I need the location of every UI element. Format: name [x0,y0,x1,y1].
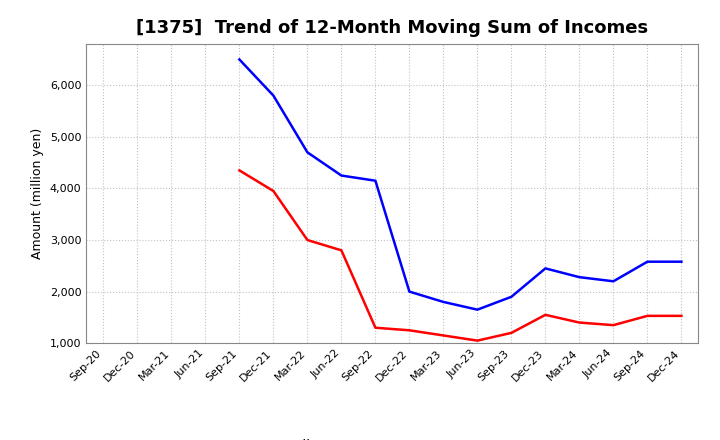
Net Income [507,330,516,336]
Ordinary Income [303,150,312,155]
Ordinary Income [473,307,482,312]
Net Income [677,313,685,319]
Ordinary Income [575,275,584,280]
Ordinary Income [643,259,652,264]
Ordinary Income [337,173,346,178]
Net Income [371,325,379,330]
Legend: Ordinary Income, Net Income: Ordinary Income, Net Income [230,434,555,440]
Y-axis label: Amount (million yen): Amount (million yen) [32,128,45,259]
Ordinary Income [507,294,516,299]
Line: Ordinary Income: Ordinary Income [239,59,681,310]
Net Income [269,188,278,194]
Ordinary Income [439,299,448,304]
Ordinary Income [235,57,243,62]
Net Income [235,168,243,173]
Net Income [303,238,312,243]
Ordinary Income [609,279,618,284]
Ordinary Income [677,259,685,264]
Net Income [575,320,584,325]
Net Income [609,323,618,328]
Net Income [439,333,448,338]
Net Income [643,313,652,319]
Ordinary Income [405,289,414,294]
Net Income [337,248,346,253]
Line: Net Income: Net Income [239,170,681,341]
Net Income [541,312,550,318]
Ordinary Income [371,178,379,183]
Title: [1375]  Trend of 12-Month Moving Sum of Incomes: [1375] Trend of 12-Month Moving Sum of I… [136,19,649,37]
Ordinary Income [269,93,278,98]
Net Income [405,328,414,333]
Net Income [473,338,482,343]
Ordinary Income [541,266,550,271]
